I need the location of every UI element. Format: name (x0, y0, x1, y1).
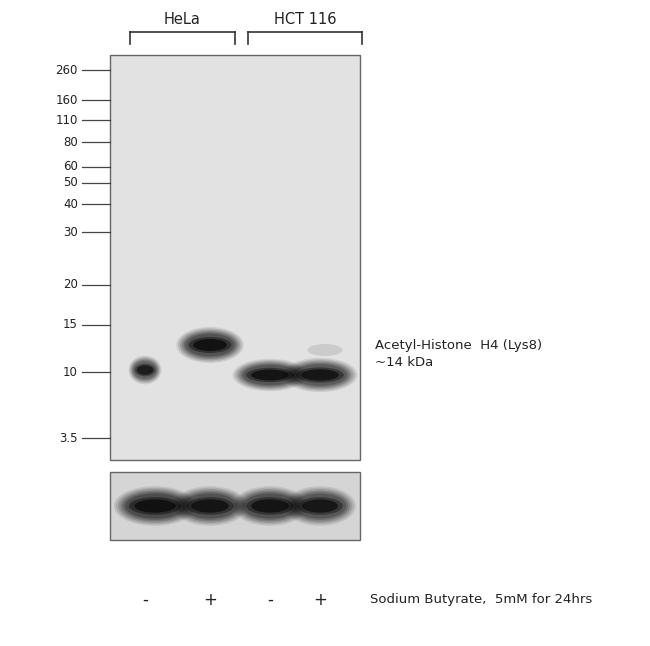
Text: 20: 20 (63, 278, 78, 291)
Ellipse shape (193, 339, 227, 351)
Ellipse shape (129, 357, 161, 383)
Ellipse shape (136, 365, 153, 375)
Ellipse shape (132, 360, 158, 380)
Ellipse shape (286, 488, 354, 525)
Ellipse shape (283, 358, 358, 392)
Ellipse shape (233, 359, 307, 391)
Text: 80: 80 (63, 136, 78, 149)
Ellipse shape (177, 489, 243, 523)
Ellipse shape (252, 499, 289, 512)
Text: 15: 15 (63, 318, 78, 331)
Ellipse shape (176, 327, 244, 363)
Ellipse shape (287, 360, 354, 390)
Ellipse shape (118, 489, 192, 523)
Ellipse shape (121, 490, 189, 521)
Ellipse shape (135, 499, 176, 512)
Text: HeLa: HeLa (164, 12, 201, 27)
Ellipse shape (191, 499, 229, 512)
Ellipse shape (235, 488, 306, 525)
Ellipse shape (233, 486, 307, 526)
Ellipse shape (123, 492, 187, 520)
Ellipse shape (129, 355, 161, 384)
Ellipse shape (252, 370, 289, 380)
Ellipse shape (241, 492, 299, 520)
Ellipse shape (293, 364, 347, 386)
Ellipse shape (188, 337, 231, 353)
Ellipse shape (129, 497, 181, 515)
Text: 10: 10 (63, 366, 78, 379)
Ellipse shape (183, 494, 237, 519)
Text: ~14 kDa: ~14 kDa (375, 355, 434, 368)
Text: Sodium Butyrate,  5mM for 24hrs: Sodium Butyrate, 5mM for 24hrs (370, 594, 592, 607)
Text: 160: 160 (56, 94, 78, 107)
Text: 40: 40 (63, 198, 78, 211)
Ellipse shape (290, 490, 350, 521)
Ellipse shape (186, 334, 235, 357)
Text: 3.5: 3.5 (60, 432, 78, 444)
Text: 110: 110 (56, 114, 78, 127)
Ellipse shape (301, 370, 339, 380)
Bar (110, 472, 360, 540)
Ellipse shape (239, 490, 301, 521)
Ellipse shape (307, 344, 343, 356)
Ellipse shape (181, 492, 239, 520)
Ellipse shape (289, 362, 351, 388)
Ellipse shape (291, 363, 349, 387)
Bar (110, 55, 360, 460)
Ellipse shape (294, 494, 346, 519)
Ellipse shape (125, 494, 185, 519)
Ellipse shape (182, 331, 238, 359)
Text: Acetyl-Histone  H4 (Lys8): Acetyl-Histone H4 (Lys8) (375, 339, 542, 351)
Ellipse shape (237, 361, 304, 389)
Ellipse shape (178, 328, 242, 362)
Ellipse shape (241, 364, 299, 386)
Ellipse shape (179, 490, 241, 521)
Text: +: + (313, 591, 327, 609)
Ellipse shape (172, 486, 248, 526)
Ellipse shape (116, 488, 194, 525)
Ellipse shape (284, 486, 356, 526)
Text: 50: 50 (63, 176, 78, 189)
Ellipse shape (296, 368, 344, 382)
Text: 260: 260 (56, 63, 78, 76)
Ellipse shape (288, 489, 352, 523)
Ellipse shape (285, 359, 356, 391)
Ellipse shape (297, 497, 343, 515)
Ellipse shape (131, 358, 160, 382)
Ellipse shape (292, 492, 348, 520)
Ellipse shape (175, 488, 246, 525)
Ellipse shape (180, 329, 240, 360)
Ellipse shape (246, 368, 294, 382)
Ellipse shape (302, 499, 338, 512)
Ellipse shape (184, 332, 236, 358)
Ellipse shape (243, 365, 297, 385)
Ellipse shape (239, 362, 301, 388)
Text: 30: 30 (63, 225, 78, 238)
Text: 60: 60 (63, 160, 78, 174)
Ellipse shape (235, 360, 306, 390)
Ellipse shape (114, 486, 196, 526)
Text: HCT 116: HCT 116 (274, 12, 336, 27)
Ellipse shape (187, 497, 234, 515)
Text: +: + (203, 591, 217, 609)
Ellipse shape (131, 359, 159, 381)
Text: -: - (267, 591, 273, 609)
Ellipse shape (237, 489, 304, 523)
Ellipse shape (133, 361, 157, 379)
Ellipse shape (135, 364, 155, 377)
Ellipse shape (246, 497, 294, 515)
Ellipse shape (243, 494, 297, 519)
Text: -: - (142, 591, 148, 609)
